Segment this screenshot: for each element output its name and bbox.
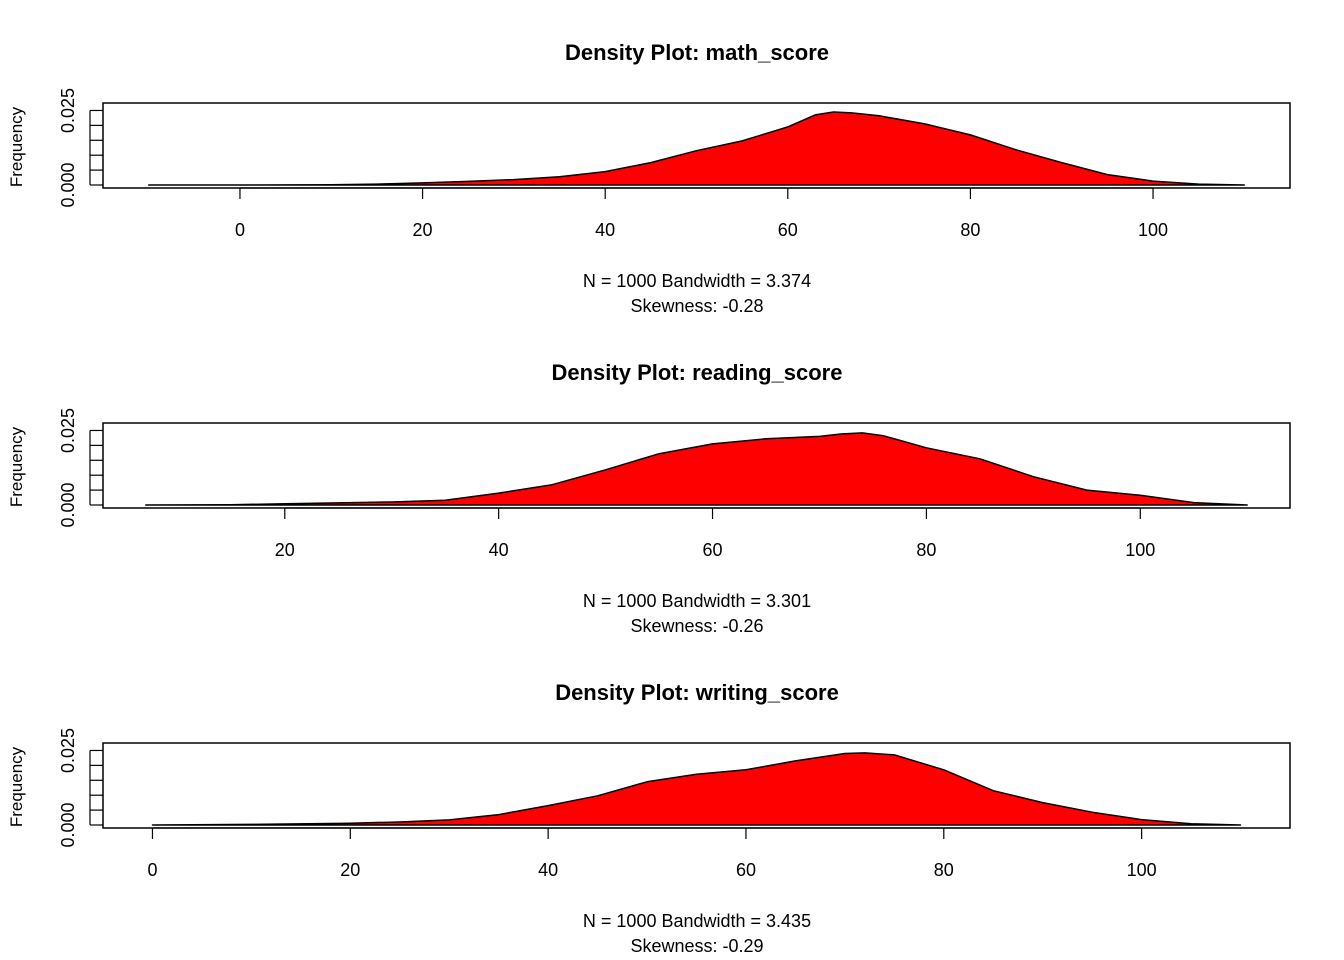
- x-tick-label: 80: [916, 540, 936, 560]
- x-tick-label: 60: [778, 220, 798, 240]
- x-tick-label: 0: [235, 220, 245, 240]
- x-tick-label: 20: [340, 860, 360, 880]
- y-tick-label: 0.025: [58, 408, 78, 453]
- writing-score-panel: Density Plot: writing_score 0.000 0.025 Fre…: [7, 680, 1291, 956]
- y-tick-label: 0.025: [58, 728, 78, 773]
- density-area: [151, 752, 1242, 826]
- math-score-panel: Density Plot: math_score 0.000 0.025 Freque…: [7, 40, 1291, 316]
- x-tick-label: 60: [703, 540, 723, 560]
- chart-title: Density Plot: writing_score: [555, 680, 839, 705]
- x-tick-label: 80: [934, 860, 954, 880]
- y-tick-label: 0.000: [58, 162, 78, 207]
- y-axis-label: Frequency: [7, 746, 26, 827]
- x-tick-label: 100: [1138, 220, 1168, 240]
- x-tick-label: 60: [736, 860, 756, 880]
- y-axis-label: Frequency: [7, 106, 26, 187]
- chart-title: Density Plot: math_score: [565, 40, 829, 65]
- y-tick-label: 0.000: [58, 802, 78, 847]
- x-tick-label: 20: [413, 220, 433, 240]
- x-tick-label: 100: [1125, 540, 1155, 560]
- writing-score-sample-info: N = 1000 Bandwidth = 3.435: [583, 911, 811, 931]
- y-tick-label: 0.000: [58, 482, 78, 527]
- x-tick-label: 80: [960, 220, 980, 240]
- math-score-skewness-label: Skewness: -0.28: [630, 296, 763, 316]
- writing-score-skewness-label: Skewness: -0.29: [630, 936, 763, 956]
- y-axis-label: Frequency: [7, 426, 26, 507]
- reading-score-skewness-label: Skewness: -0.26: [630, 616, 763, 636]
- math-score-sample-info: N = 1000 Bandwidth = 3.374: [583, 271, 811, 291]
- x-tick-label: 20: [275, 540, 295, 560]
- x-tick-label: 100: [1127, 860, 1157, 880]
- density-area: [145, 432, 1248, 506]
- reading-score-panel: Density Plot: reading_score 0.000 0.025 Fre…: [7, 360, 1291, 636]
- y-tick-label: 0.025: [58, 88, 78, 133]
- x-tick-label: 40: [538, 860, 558, 880]
- reading-score-sample-info: N = 1000 Bandwidth = 3.301: [583, 591, 811, 611]
- x-tick-label: 40: [489, 540, 509, 560]
- x-tick-label: 40: [595, 220, 615, 240]
- chart-title: Density Plot: reading_score: [552, 360, 843, 385]
- density-area: [147, 111, 1246, 186]
- x-tick-label: 0: [147, 860, 157, 880]
